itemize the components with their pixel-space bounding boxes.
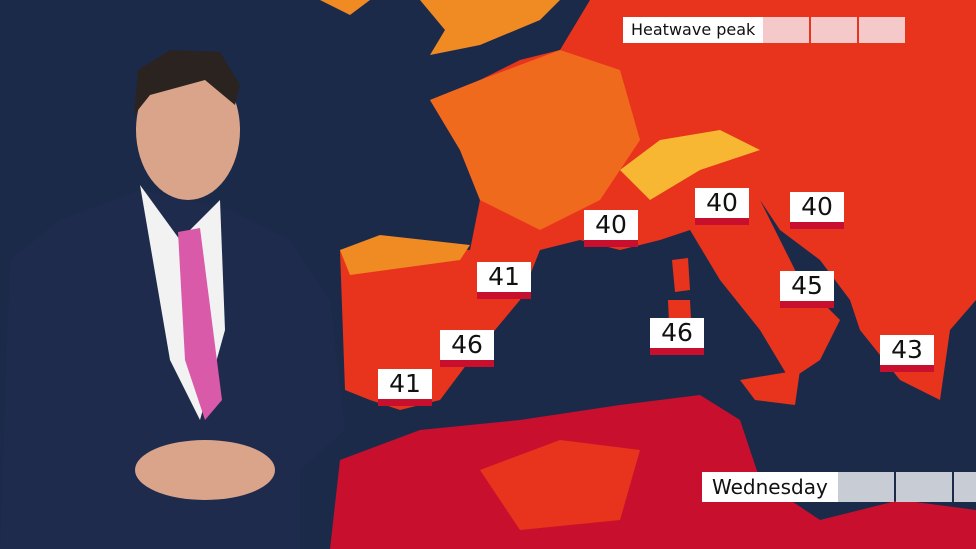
north-africa [330,395,976,549]
temperature-label: 46 [440,330,494,367]
temperature-label: 46 [650,318,704,355]
france-warm-region [430,50,640,230]
legend-segment [811,17,858,43]
temperature-label: 45 [780,271,834,308]
day-timeline: Wednesday [702,472,976,502]
temperature-label: 41 [477,262,531,299]
alps-region [620,130,760,200]
legend-segment [763,17,810,43]
uk-landmass [320,0,560,55]
sicily [740,370,800,405]
day-label: Wednesday [702,472,838,502]
heatwave-peak-legend: Heatwave peak [623,17,906,43]
temperature-label: 41 [378,369,432,406]
legend-segment [859,17,906,43]
iberia-north-coast [340,235,470,275]
presenter-tie [178,228,222,420]
timeline-segment [837,472,894,502]
temperature-label: 40 [695,188,749,225]
presenter-head [136,60,240,200]
presenter-hands [135,440,275,500]
legend-title: Heatwave peak [623,17,764,43]
africa-warm-patch [480,440,640,530]
timeline-segment [953,472,976,502]
temperature-label: 40 [790,192,844,229]
presenter-hair [134,50,240,115]
temperature-label: 40 [584,210,638,247]
timeline-segment [895,472,952,502]
temperature-label: 43 [880,335,934,372]
presenter [0,50,345,549]
